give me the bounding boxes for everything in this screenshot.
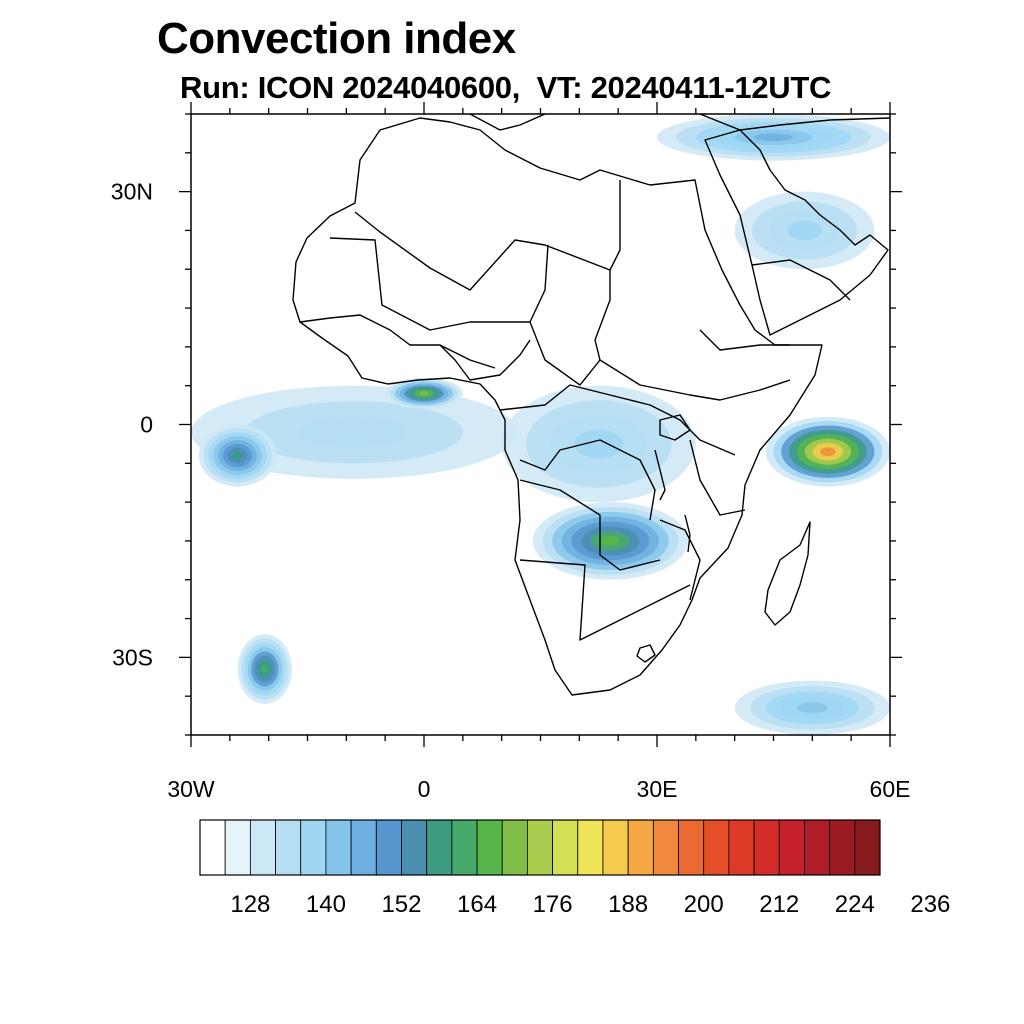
border-sahel: [329, 237, 549, 331]
border-nigeria: [439, 339, 531, 381]
colorbar-tick-label: 200: [684, 891, 724, 918]
colorbar-box: [426, 819, 453, 876]
colorbar-tick-label: 236: [910, 891, 950, 918]
colorbar: 128 140 152 164 176 188 200 212 224 236: [199, 819, 950, 918]
border-mozambique: [659, 519, 701, 601]
field-region-ghana-nigeria-coast: [385, 377, 463, 409]
madagascar-coastline: [764, 521, 811, 626]
colorbar-box: [577, 819, 604, 876]
lon-label: 30W: [167, 776, 215, 802]
border-ethiopia: [699, 329, 790, 351]
colorbar-box: [199, 819, 226, 876]
colorbar-tick-label: 128: [230, 891, 270, 918]
colorbar-box: [804, 819, 831, 876]
chart-subtitle: Run: ICON 2024040600, VT: 20240411-12UTC: [180, 70, 832, 105]
colorbar-box: [350, 819, 377, 876]
europe-coastline: [469, 114, 546, 131]
lake-victoria: [659, 414, 691, 441]
border-central: [499, 384, 736, 456]
colorbar-box: [854, 819, 881, 876]
border-congo: [519, 439, 656, 521]
border-sahara: [354, 211, 546, 291]
colorbar-box: [753, 819, 780, 876]
lat-label: 0: [140, 412, 153, 438]
border-angola: [519, 479, 661, 571]
colorbar-box: [678, 819, 705, 876]
border-libya-egypt: [544, 180, 621, 271]
field-region-southern-indian-ocean: [734, 680, 890, 735]
colorbar-tick-label: 224: [835, 891, 875, 918]
colorbar-box: [501, 819, 528, 876]
coastlines-and-borders: [292, 114, 890, 696]
colorbar-tick-label: 212: [759, 891, 799, 918]
turkey-coastline: [699, 114, 890, 131]
lat-label: 30S: [112, 644, 153, 670]
axis-labels: 30N 0 30S 30W 0 30E 60E: [111, 179, 911, 802]
colorbar-box: [778, 819, 805, 876]
border-chad: [529, 321, 601, 386]
colorbar-tick-label: 140: [306, 891, 346, 918]
field-region-red-sea-east-med: [657, 114, 890, 161]
colorbar-frame: [199, 819, 881, 876]
colorbar-box: [451, 819, 478, 876]
border-horn: [689, 379, 791, 401]
colorbar-box: [300, 819, 327, 876]
border-namibia: [519, 559, 691, 641]
field-region-atlantic-west-core: [198, 424, 277, 487]
border-west-africa: [299, 314, 496, 369]
border-tanzania: [689, 439, 746, 516]
colorbar-box: [476, 819, 503, 876]
field-region-gulf-of-guinea-band: [191, 385, 518, 479]
lesotho: [636, 644, 656, 663]
colorbar-box: [325, 819, 352, 876]
africa-coastline: [292, 117, 823, 696]
colorbar-box: [703, 819, 730, 876]
colorbar-box: [552, 819, 579, 876]
lon-label: 60E: [870, 776, 911, 802]
colorbar-tick-label: 152: [381, 891, 421, 918]
colorbar-box: [249, 819, 276, 876]
lake-tanganyika: [654, 449, 666, 501]
colorbar-box: [527, 819, 553, 876]
lon-label: 30E: [637, 776, 678, 802]
colorbar-box: [829, 819, 856, 876]
field-region-indian-ocean-core: [765, 416, 890, 487]
field-region-congo-basin: [501, 385, 696, 503]
colorbar-box: [652, 819, 679, 876]
lat-label: 30N: [111, 179, 153, 205]
lake-malawi: [684, 514, 691, 553]
colorbar-tick-label: 176: [533, 891, 573, 918]
convection-field: [191, 114, 890, 735]
border-arabia: [751, 259, 851, 301]
field-region-arabian-gulf: [734, 191, 875, 270]
colorbar-tick-label: 188: [608, 891, 648, 918]
field-region-angola-zambia-core: [532, 502, 689, 580]
colorbar-box: [627, 819, 654, 876]
lon-label: 0: [418, 776, 431, 802]
colorbar-box: [224, 819, 251, 876]
chart-title: Convection index: [157, 14, 516, 63]
arabia-coastline: [704, 129, 889, 336]
colorbar-box: [275, 819, 302, 876]
colorbar-box: [375, 819, 402, 876]
colorbar-box: [602, 819, 629, 876]
field-region-south-atlantic-cyclone: [237, 634, 292, 704]
colorbar-tick-label: 164: [457, 891, 497, 918]
colorbar-box: [401, 819, 428, 876]
colorbar-box: [728, 819, 755, 876]
axis-ticks: [179, 102, 902, 747]
border-sudan: [594, 270, 691, 396]
